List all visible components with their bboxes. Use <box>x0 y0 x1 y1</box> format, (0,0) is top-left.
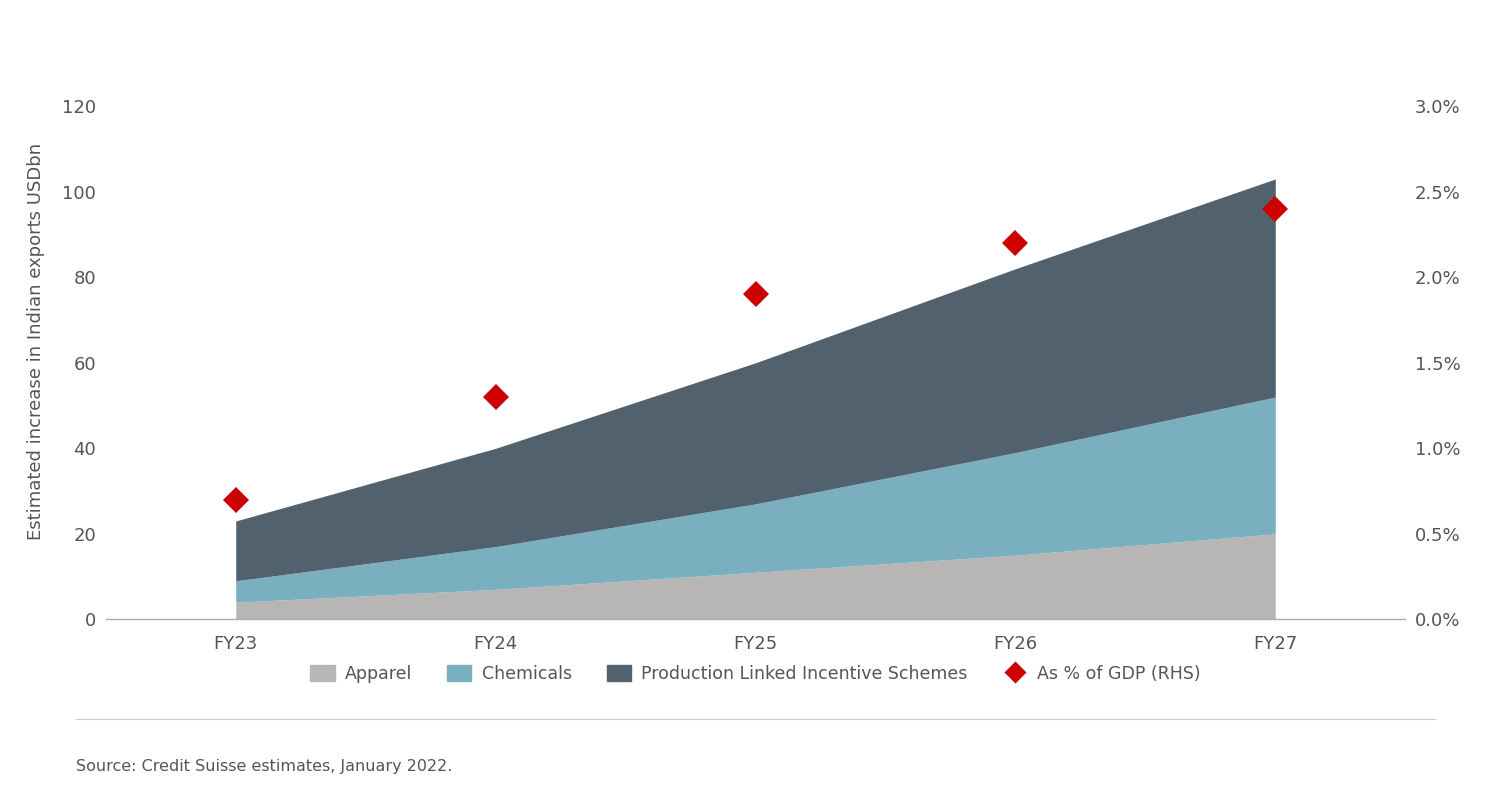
Text: Source: Credit Suisse estimates, January 2022.: Source: Credit Suisse estimates, January… <box>76 759 452 774</box>
Legend: Apparel, Chemicals, Production Linked Incentive Schemes, As % of GDP (RHS): Apparel, Chemicals, Production Linked In… <box>304 658 1207 690</box>
Y-axis label: Estimated increase in Indian exports USDbn: Estimated increase in Indian exports USD… <box>27 143 45 540</box>
